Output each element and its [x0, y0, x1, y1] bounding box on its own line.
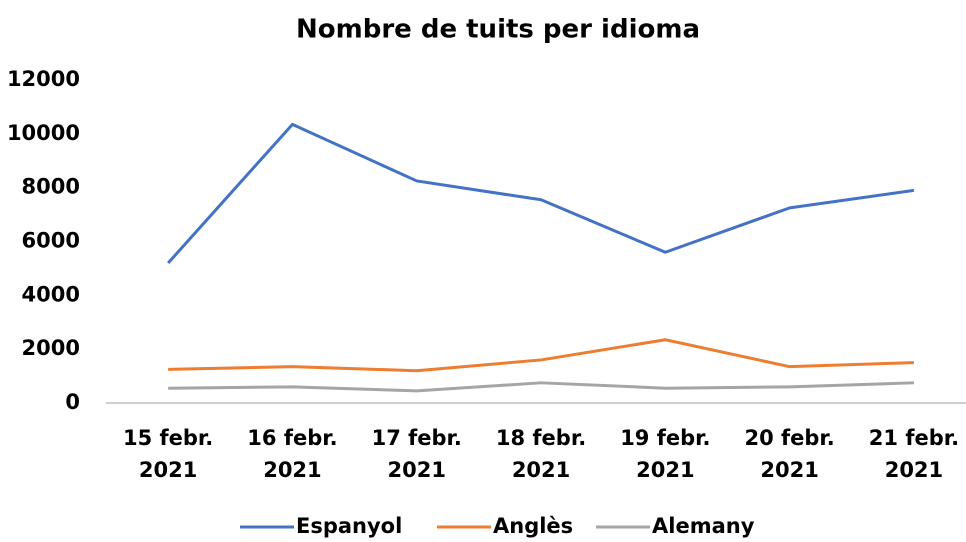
- legend-label: Alemany: [652, 514, 755, 538]
- series-line: [168, 381, 914, 393]
- y-tick-label: 4000: [22, 282, 80, 306]
- x-tick-label: 18 febr. 2021: [495, 426, 587, 482]
- y-tick-label: 10000: [7, 121, 80, 145]
- legend-label: Anglès: [493, 514, 573, 538]
- x-tick-label: 19 febr. 2021: [620, 426, 711, 482]
- x-tick-label: 21 febr. 2021: [868, 426, 960, 482]
- y-tick-label: 0: [65, 390, 80, 414]
- x-tick-label: 16 febr. 2021: [247, 426, 338, 482]
- x-tick-label: 17 febr. 2021: [371, 426, 462, 482]
- series-line: [168, 338, 914, 373]
- y-tick-label: 2000: [22, 336, 80, 360]
- y-tick-label: 8000: [22, 175, 80, 199]
- chart-title: Nombre de tuits per idioma: [296, 15, 700, 45]
- y-tick-label: 6000: [22, 229, 80, 253]
- x-tick-label: 15 febr. 2021: [122, 426, 214, 482]
- y-tick-label: 12000: [7, 67, 80, 91]
- x-tick-label: 20 febr. 2021: [744, 426, 835, 482]
- series-line: [167, 122, 915, 265]
- legend-label: Espanyol: [296, 514, 402, 538]
